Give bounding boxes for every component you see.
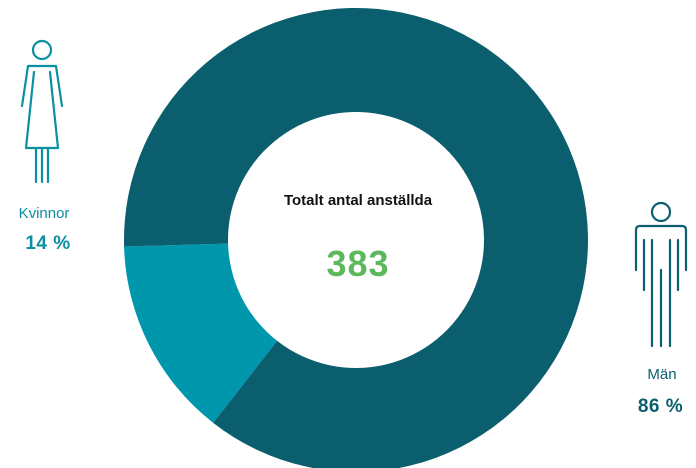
slice-kvinnor (124, 243, 278, 423)
slice-man (124, 8, 588, 468)
men-percentage: 86 % (637, 396, 684, 417)
women-label: Kvinnor (18, 205, 70, 222)
men-label: Män (647, 366, 677, 383)
woman-icon (20, 39, 64, 184)
center-title: Totalt antal anställda (283, 192, 433, 209)
man-icon (634, 201, 688, 348)
center-total: 383 (326, 243, 390, 284)
women-percentage: 14 % (25, 233, 71, 254)
